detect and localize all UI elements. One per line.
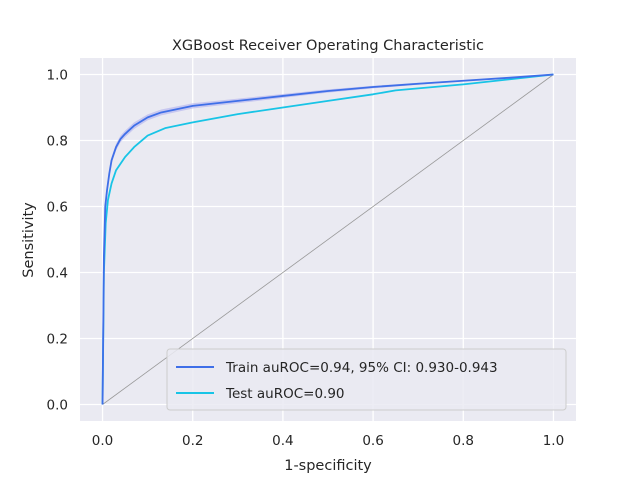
- x-tick-label: 0.8: [453, 433, 474, 449]
- y-tick-label: 0.4: [47, 266, 68, 282]
- legend-box: [166, 348, 567, 411]
- y-tick-label: 0.2: [47, 332, 68, 348]
- series-line-0: [101, 73, 554, 405]
- y-axis-ticks: 0.0 0.2 0.4 0.6 0.8 1.0: [47, 68, 68, 414]
- x-tick-label: 0.2: [182, 433, 203, 449]
- y-tick-label: 0.6: [47, 200, 68, 216]
- legend: Train auROC=0.94, 95% CI: 0.930-0.943 Te…: [166, 348, 567, 411]
- y-tick-label: 0.8: [47, 134, 68, 150]
- series-line-1: [101, 73, 554, 405]
- y-tick-label: 1.0: [47, 68, 68, 84]
- x-axis-ticks: 0.0 0.2 0.4 0.6 0.8 1.0: [92, 433, 564, 449]
- x-axis-label: 1-specificity: [284, 458, 372, 474]
- y-tick-label: 0.0: [47, 398, 68, 414]
- x-tick-label: 1.0: [543, 433, 564, 449]
- x-tick-label: 0.4: [272, 433, 293, 449]
- chart-title: XGBoost Receiver Operating Characteristi…: [172, 38, 484, 54]
- x-tick-label: 0.0: [92, 433, 113, 449]
- series-layer: [101, 73, 554, 405]
- legend-label-test: Test auROC=0.90: [225, 386, 345, 402]
- x-tick-label: 0.6: [362, 433, 383, 449]
- y-axis-label: Sensitivity: [21, 202, 37, 278]
- legend-label-train: Train auROC=0.94, 95% CI: 0.930-0.943: [225, 360, 498, 376]
